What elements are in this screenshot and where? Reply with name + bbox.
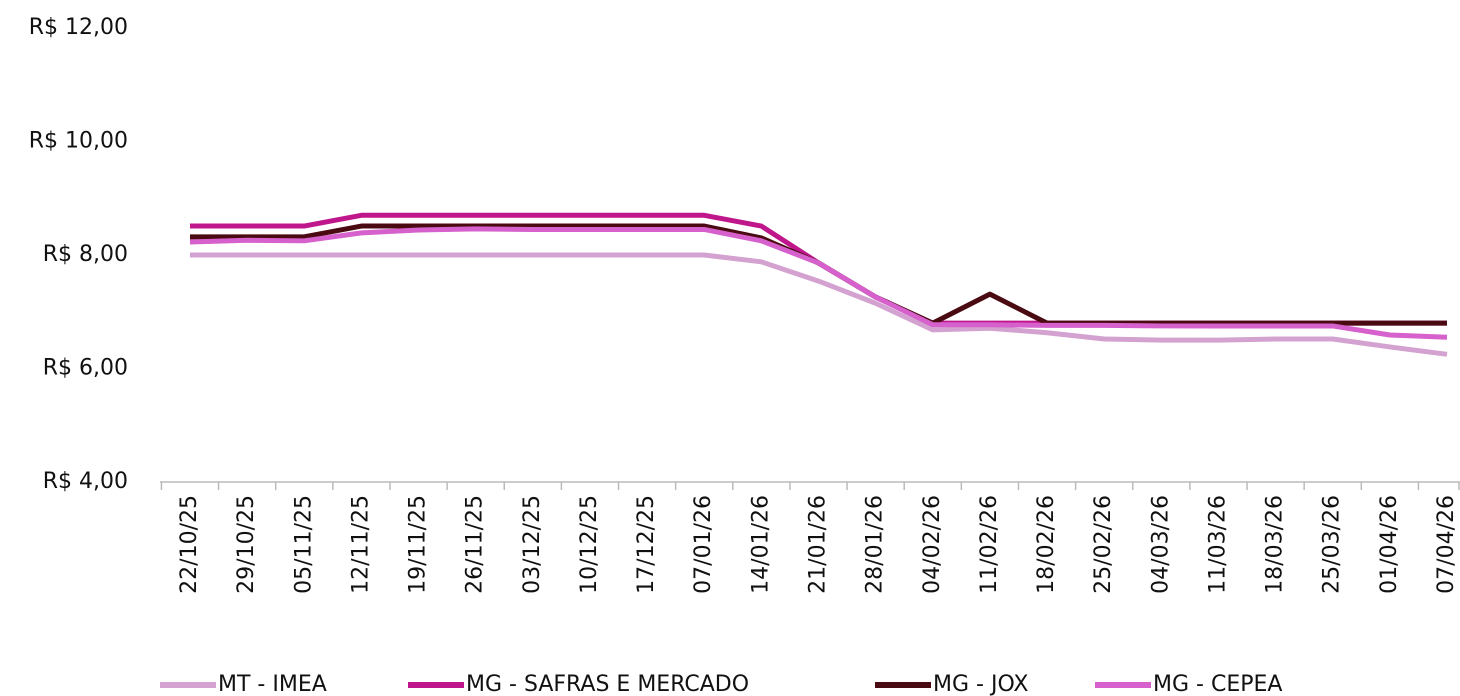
y-tick-label: R$ 6,00 xyxy=(43,356,128,381)
x-tick-label: 05/11/25 xyxy=(291,495,316,594)
y-tick-label: R$ 4,00 xyxy=(43,469,128,494)
x-tick-label: 04/03/26 xyxy=(1148,495,1173,594)
x-tick-label: 25/03/26 xyxy=(1320,495,1345,594)
x-tick-label: 22/10/25 xyxy=(177,495,202,594)
x-tick-label: 01/04/26 xyxy=(1377,495,1402,594)
x-tick-label: 12/11/25 xyxy=(348,495,373,594)
x-tick-label: 03/12/25 xyxy=(520,495,545,594)
x-tick-label: 18/03/26 xyxy=(1263,495,1288,594)
x-tick-label: 26/11/25 xyxy=(463,495,488,594)
y-tick-label: R$ 10,00 xyxy=(29,129,128,154)
x-tick-label: 14/01/26 xyxy=(748,495,773,594)
x-tick-label: 18/02/26 xyxy=(1034,495,1059,594)
y-tick-label: R$ 8,00 xyxy=(43,242,128,267)
x-tick-label: 07/04/26 xyxy=(1434,495,1459,594)
x-tick-label: 25/02/26 xyxy=(1091,495,1116,594)
legend-label: MG - JOX xyxy=(933,672,1028,696)
legend-label: MT - IMEA xyxy=(218,672,327,696)
legend-label: MG - SAFRAS E MERCADO xyxy=(466,672,749,696)
series-line xyxy=(190,252,1448,357)
x-tick-label: 17/12/25 xyxy=(634,495,659,594)
x-tick-label: 29/10/25 xyxy=(234,495,259,594)
x-tick-label: 19/11/25 xyxy=(406,495,431,594)
x-tick-label: 04/02/26 xyxy=(920,495,945,594)
x-tick-label: 11/02/26 xyxy=(977,495,1002,594)
y-tick-label: R$ 12,00 xyxy=(29,15,128,40)
x-tick-label: 07/01/26 xyxy=(691,495,716,594)
legend-label: MG - CEPEA xyxy=(1153,672,1282,696)
series-line xyxy=(190,223,1447,326)
x-tick-label: 11/03/26 xyxy=(1205,495,1230,594)
x-tick-label: 28/01/26 xyxy=(863,495,888,594)
x-tick-label: 10/12/25 xyxy=(577,495,602,594)
x-tick-label: 21/01/26 xyxy=(806,495,831,594)
series-line xyxy=(189,226,1448,340)
